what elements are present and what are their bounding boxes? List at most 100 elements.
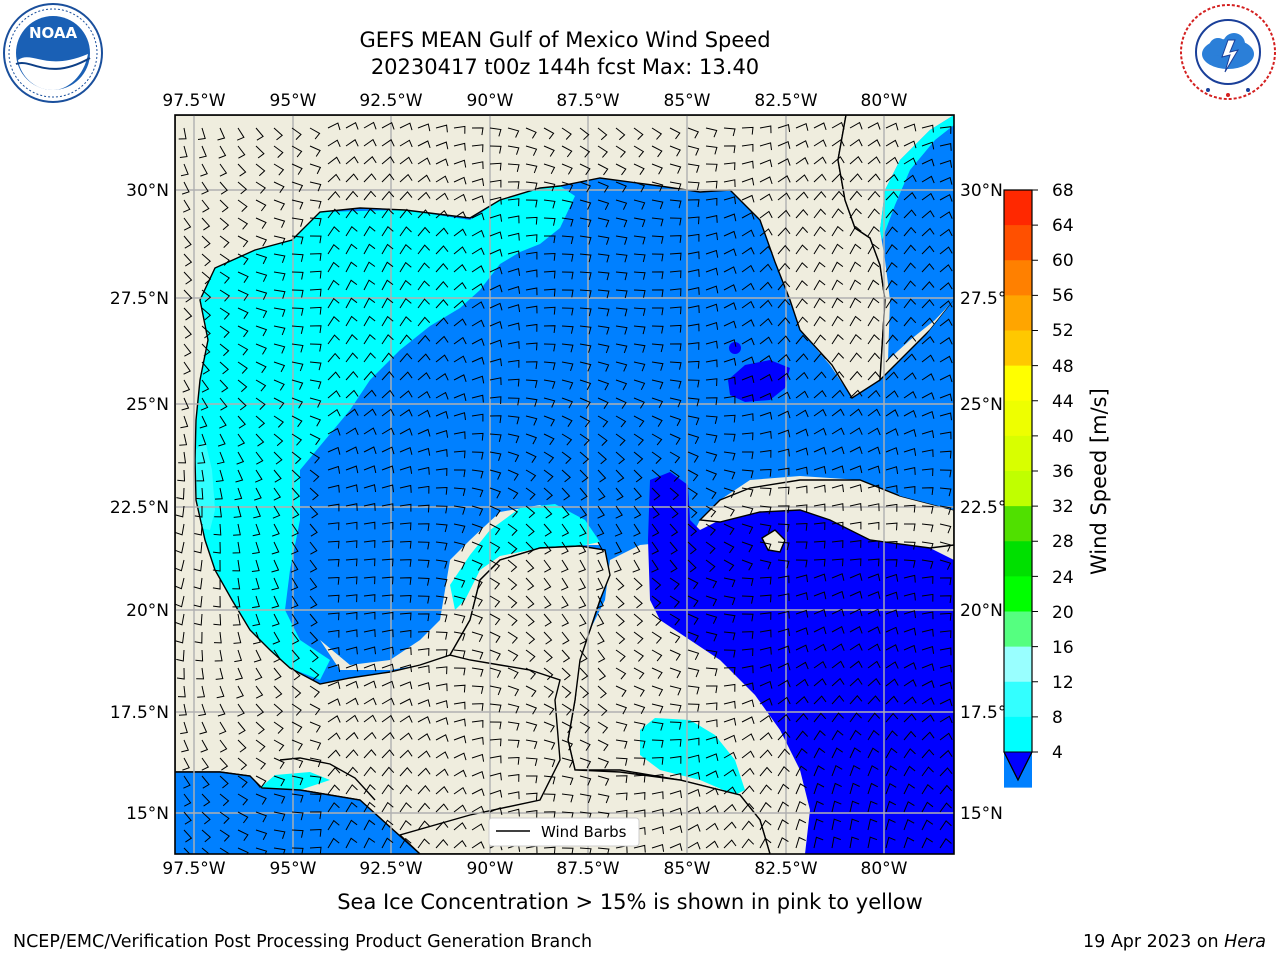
- wind-barb: [687, 595, 699, 608]
- wind-barb: [399, 139, 413, 148]
- wind-barb: [651, 433, 663, 446]
- wind-barb: [741, 523, 754, 535]
- wind-barb: [777, 783, 790, 795]
- wind-barb: [201, 217, 211, 231]
- wind-barb: [831, 389, 845, 399]
- wind-barb: [579, 379, 592, 391]
- wind-barb: [831, 558, 844, 567]
- wind-barb: [885, 573, 899, 582]
- wind-barb: [233, 631, 242, 644]
- colorbar-band: [1004, 365, 1032, 402]
- ice-caption: Sea Ice Concentration > 15% is shown in …: [337, 890, 923, 914]
- wind-barb: [849, 138, 863, 147]
- wind-barb: [651, 361, 664, 371]
- wind-barb: [236, 451, 245, 465]
- wind-barb: [885, 244, 898, 255]
- wind-barb: [183, 253, 193, 267]
- wind-barb: [759, 228, 773, 237]
- wind-barb: [939, 820, 952, 831]
- wind-barb: [867, 540, 880, 549]
- wind-barb: [273, 739, 285, 752]
- wind-barb: [399, 594, 412, 603]
- wind-barb: [399, 122, 413, 131]
- wind-barb: [255, 847, 268, 854]
- wind-barb: [687, 251, 700, 260]
- wind-barb: [723, 230, 737, 239]
- wind-barb: [849, 389, 863, 399]
- wind-barb: [831, 279, 844, 291]
- wind-barb: [939, 505, 952, 515]
- wind-barb: [309, 828, 322, 837]
- wind-barb: [175, 631, 185, 644]
- wind-barb: [213, 523, 222, 536]
- wind-barb: [705, 559, 716, 573]
- wind-barb: [813, 836, 824, 849]
- wind-barb: [525, 810, 538, 818]
- wind-barb: [327, 371, 341, 381]
- wind-barb: [705, 378, 718, 387]
- wind-barb: [201, 793, 211, 807]
- wind-barb: [849, 465, 863, 474]
- wind-barb: [255, 217, 267, 229]
- wind-barb: [759, 193, 773, 202]
- wind-barb: [651, 487, 661, 501]
- lon-label: 97.5°W: [162, 91, 225, 111]
- wind-barb: [596, 523, 605, 537]
- wind-barb: [183, 289, 193, 303]
- wind-barb: [633, 343, 646, 353]
- wind-barb: [327, 698, 341, 706]
- wind-barb: [525, 145, 538, 156]
- wind-barb: [578, 559, 587, 573]
- wind-barb: [543, 343, 556, 352]
- lat-label: 22.5°N: [110, 498, 169, 518]
- wind-barb: [759, 392, 773, 401]
- wind-barb: [813, 503, 826, 512]
- wind-barb: [777, 391, 791, 400]
- wind-barb: [507, 541, 518, 555]
- wind-barb: [777, 158, 791, 166]
- wind-barb: [381, 427, 395, 436]
- wind-barb: [903, 592, 916, 601]
- wind-barb: [525, 199, 538, 208]
- wind-barb: [687, 505, 698, 519]
- wind-barb: [255, 469, 263, 483]
- wind-barb: [399, 173, 413, 183]
- wind-barb: [525, 559, 535, 573]
- lon-label: 87.5°W: [556, 91, 619, 111]
- wind-barb: [489, 559, 501, 572]
- wind-barb: [381, 749, 395, 759]
- wind-barb: [471, 753, 485, 762]
- wind-barb: [291, 397, 304, 409]
- wind-barb: [181, 739, 189, 753]
- wind-barb: [213, 631, 222, 644]
- wind-barb: [614, 541, 623, 555]
- wind-barb: [921, 505, 934, 514]
- wind-barb: [561, 631, 570, 645]
- wind-barb: [795, 765, 808, 777]
- wind-barb: [507, 163, 520, 173]
- wind-barb: [615, 271, 628, 281]
- wind-barb: [363, 156, 377, 165]
- wind-barb: [813, 465, 827, 474]
- wind-barb: [669, 199, 682, 209]
- colorbar-tick: 24: [1052, 568, 1074, 588]
- wind-barb: [291, 451, 302, 465]
- wind-barb: [219, 235, 230, 248]
- wind-barb: [417, 390, 431, 399]
- wind-barb: [309, 685, 320, 698]
- wind-barb: [471, 736, 484, 745]
- wind-barb: [687, 433, 700, 445]
- wind-barb: [435, 210, 449, 219]
- wind-barb: [327, 279, 340, 291]
- wind-barb: [255, 451, 264, 465]
- wind-barb: [831, 540, 844, 549]
- wind-barb: [417, 577, 430, 586]
- wind-barb: [213, 613, 222, 626]
- wind-barb: [777, 559, 790, 569]
- colorbar-tick: 44: [1052, 392, 1074, 412]
- wind-barb: [435, 192, 449, 201]
- wind-barb: [615, 703, 628, 715]
- wind-barb: [363, 446, 377, 455]
- wind-barb: [218, 145, 227, 159]
